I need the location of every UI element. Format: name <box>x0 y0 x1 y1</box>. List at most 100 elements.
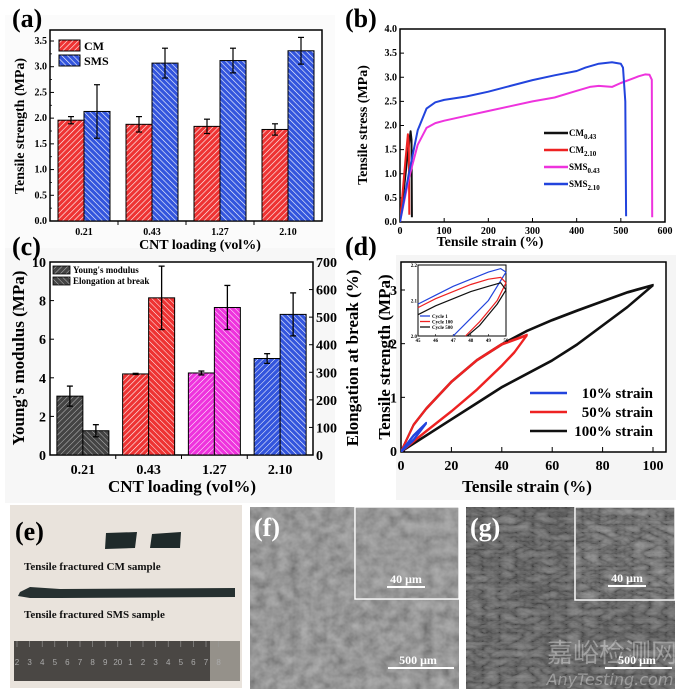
chart-b-ytick-label: 1.0 <box>385 169 398 180</box>
chart-c-xtick-label: 2.10 <box>268 463 293 478</box>
inset-line-unload <box>465 282 507 337</box>
ruler-number: 2 <box>15 658 20 667</box>
chart-c-bar-modulus <box>122 373 150 456</box>
inset-ytick-label: 2.2 <box>411 264 418 269</box>
chart-d-loop-50pct <box>401 334 528 452</box>
legend-swatch-elongation <box>52 276 71 286</box>
chart-a-ytick-label: 1.5 <box>35 139 48 150</box>
chart-a-ytick-label: 3.5 <box>35 36 48 47</box>
inset-line-load <box>417 267 507 305</box>
chart-c-y2label: Elongation at break (%) <box>343 270 362 447</box>
chart-b-xtick-label: 500 <box>613 226 628 237</box>
chart-a-bar-sms <box>219 60 247 222</box>
panel-label-e: (e) <box>15 517 44 546</box>
chart-b-ytick-label: 2.0 <box>385 121 398 132</box>
legend-label-b: CM2.10 <box>569 145 597 158</box>
panel-label-g: (g) <box>470 513 500 542</box>
inset-ytick-label: 2.1 <box>411 300 418 305</box>
chart-c-ytick-label: 2 <box>39 410 46 425</box>
chart-b-plot-area <box>399 28 666 223</box>
chart-b-stress-strain: 0.0 0.5 1.0 1.5 2.0 2.5 3.0 3.5 4.0 0 100 200 300 400… <box>356 24 673 250</box>
sem-image-f: (f) 40 μm 500 μm <box>250 506 460 689</box>
cm-fragment-1 <box>105 532 137 549</box>
inset-xtick-label: 45 <box>416 339 422 344</box>
chart-b-ytick-label: 3.0 <box>385 72 398 83</box>
ruler-number: 1 <box>128 658 133 667</box>
chart-a-bar-sms <box>287 50 315 222</box>
chart-d-loop-50pct <box>401 333 528 452</box>
ruler-number: 9 <box>103 658 108 667</box>
legend-swatch-youngs-modulus <box>52 265 71 275</box>
chart-a-xtick-label: 2.10 <box>279 227 297 238</box>
sms-caption: Tensile fractured SMS sample <box>24 609 165 621</box>
chart-c-y2tick-label: 100 <box>316 421 337 436</box>
legend-label-d: 100% strain <box>574 424 653 440</box>
inset-legend-label: Cycle 500 <box>432 326 453 331</box>
cm-caption: Tensile fractured CM sample <box>24 561 161 573</box>
chart-d-xtick-label: 20 <box>444 459 458 474</box>
inset-xtick-label: 48 <box>468 339 474 344</box>
chart-d-xtick-label: 100 <box>643 459 664 474</box>
legend-label-youngs-modulus: Young's modulus <box>73 265 139 275</box>
chart-c-ytick-label: 0 <box>39 449 46 464</box>
chart-b-ytick-label: 4.0 <box>385 24 398 35</box>
chart-d-xtick-label: 60 <box>545 459 559 474</box>
inset-xtick-label: 47 <box>451 339 457 344</box>
inset-ytick-label: 2.0 <box>411 335 418 340</box>
chart-b-legend: CM0.43 CM2.10 SMS0.43 SMS2.10 <box>544 128 600 192</box>
legend-label-b: SMS0.43 <box>569 162 600 175</box>
chart-c-legend: Young's modulus Elongation at break <box>52 265 149 286</box>
chart-b-ylabel: Tensile stress (MPa) <box>356 65 371 185</box>
chart-c-ytick-label: 6 <box>39 333 46 348</box>
ruler-number: 5 <box>53 658 58 667</box>
sem-g-inset-scale-label: 40 μm <box>611 571 643 585</box>
ruler-number: 5 <box>179 658 184 667</box>
chart-c-bar-modulus <box>253 358 281 456</box>
sem-image-g: (g) 40 μm 嘉峪检测网 500 μm AnyTesting.com <box>466 506 677 689</box>
chart-b-xtick-label: 0 <box>398 226 403 237</box>
ruler-number: 6 <box>191 658 196 667</box>
sem-g-scale-label: 500 μm <box>618 653 656 667</box>
legend-label-sms: SMS <box>84 54 109 68</box>
chart-a-xlabel: CNT loading (vol%) <box>139 238 261 253</box>
panel-label-d: (d) <box>345 232 377 261</box>
chart-c-y2tick-label: 700 <box>316 256 337 271</box>
sem-f-inset-scale-label: 40 μm <box>390 572 422 586</box>
chart-c-ytick-label: 4 <box>39 372 46 387</box>
ruler-number: 6 <box>65 658 70 667</box>
chart-b-line-cm210 <box>400 133 411 222</box>
chart-a-bar-cm <box>193 125 221 222</box>
legend-swatch-sms <box>58 54 81 67</box>
watermark-cn: 嘉峪检测网 <box>547 639 677 669</box>
cm-fragment-2 <box>150 532 181 548</box>
chart-d-ylabel: Tensile strength (MPa) <box>375 274 394 439</box>
inset-xtick-label: 46 <box>433 339 439 344</box>
ruler-number: 20 <box>113 658 122 667</box>
chart-d-xlabel: Tensile strain (%) <box>462 477 592 496</box>
chart-c-bar-elongation <box>279 313 307 456</box>
panel-label-f: (f) <box>254 513 280 542</box>
chart-c-y2tick-label: 200 <box>316 394 337 409</box>
chart-c-y2tick-label: 300 <box>316 366 337 381</box>
chart-c-y2tick-label: 500 <box>316 311 337 326</box>
ruler <box>14 641 240 681</box>
chart-c-xlabel: CNT loading (vol%) <box>108 477 256 496</box>
chart-a-ytick-label: 3.0 <box>35 62 48 73</box>
chart-b-line-sms043 <box>400 73 654 222</box>
chart-b-ytick-label: 3.5 <box>385 48 398 59</box>
chart-a-xtick-label: 0.21 <box>75 227 93 238</box>
legend-label-d: 50% strain <box>582 405 654 421</box>
chart-b-ytick-label: 0.5 <box>385 193 398 204</box>
chart-a-bar-cm <box>125 123 153 222</box>
ruler-number: 3 <box>27 658 32 667</box>
chart-d-ytick-label: 2 <box>390 338 397 353</box>
chart-b-ytick-label: 2.5 <box>385 96 398 107</box>
panel-label-a: (a) <box>12 4 42 33</box>
chart-d-ytick-label: 0 <box>390 445 397 460</box>
inset-xtick-label: 50 <box>504 339 510 344</box>
chart-c-ytick-label: 8 <box>39 295 46 310</box>
legend-label-d: 10% strain <box>582 386 654 402</box>
